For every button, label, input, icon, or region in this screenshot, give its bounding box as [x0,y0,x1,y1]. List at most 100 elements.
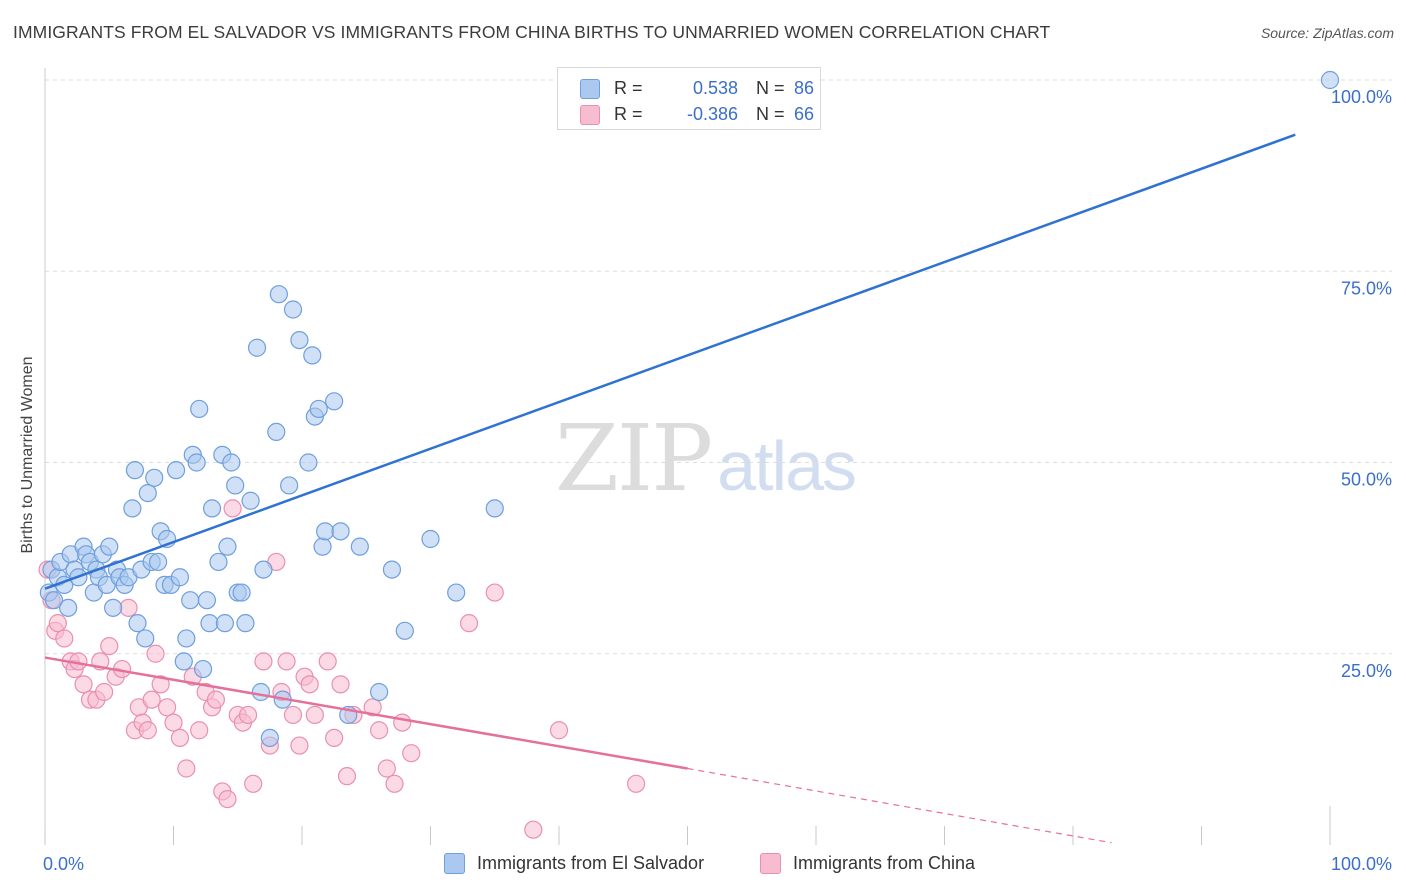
data-point [267,422,286,441]
data-point [283,705,303,725]
data-point [238,705,258,725]
data-point [277,652,296,671]
data-point [626,774,646,793]
data-point [174,652,193,671]
data-point [269,285,288,304]
data-point [447,583,466,602]
x-tick-label: 100.0% [1331,854,1392,874]
data-point [377,759,396,778]
stats-r-label: R = [614,104,643,124]
data-point [148,552,168,572]
legend-label: Immigrants from China [793,853,976,873]
data-point [170,568,190,587]
data-point [100,636,119,656]
data-point [325,392,344,411]
trend-line-el-salvador [44,133,1296,590]
data-point [95,682,114,702]
stats-r-label: R = [614,78,643,98]
data-point [177,759,196,778]
data-point [300,675,319,694]
tick-labels: 25.0% 50.0% 75.0% 100.0% 0.0% 100.0% [43,87,1392,874]
data-point [123,499,142,518]
data-point [202,499,222,518]
stats-n-value: 66 [794,104,815,124]
y-tick-label: 75.0% [1341,278,1392,298]
data-point [200,614,219,633]
data-point [260,728,279,748]
data-point [59,598,78,617]
data-point [316,522,335,541]
data-point [280,476,299,495]
data-point [190,399,209,419]
data-point [206,690,226,709]
data-point [181,591,200,610]
data-point [337,767,357,786]
data-point [254,560,273,579]
data-point [187,453,206,472]
y-tick-label: 100.0% [1331,87,1392,107]
data-point [290,736,309,755]
data-point [305,705,324,725]
data-point [549,721,569,740]
data-point [222,453,241,472]
data-point [157,698,177,717]
data-point [247,338,267,357]
stats-box: R = 0.538 N = 86 R = -0.386 N = 66 [557,67,821,130]
watermark-atlas: atlas [717,427,857,505]
data-point [395,621,414,640]
data-point [218,789,237,809]
data-point [236,614,255,633]
data-point [241,491,260,510]
data-point [290,331,309,350]
data-point [100,537,119,556]
data-point [104,598,123,617]
data-point [393,713,412,732]
data-point [370,721,389,740]
chart-title: IMMIGRANTS FROM EL SALVADOR VS IMMIGRANT… [13,22,1051,42]
trend-line-china [44,656,688,770]
data-point [142,690,161,709]
data-point [190,721,209,740]
y-tick-label: 25.0% [1341,661,1392,681]
data-point [331,522,350,541]
data-point [313,537,332,556]
data-point [197,591,217,610]
stats-n-value: 86 [794,78,815,98]
data-point [138,484,157,503]
data-point [226,476,245,495]
data-point [251,682,270,702]
data-point [218,537,237,556]
el-salvador-points [39,70,1340,748]
data-point [459,614,479,633]
legend-label: Immigrants from El Salvador [477,853,705,873]
data-point [166,461,186,480]
data-point [128,614,147,633]
data-point [44,591,64,610]
data-point [74,675,93,694]
data-point [254,652,273,671]
stats-r-value: 0.538 [692,78,738,98]
data-point [318,652,337,671]
trend-lines [44,133,1296,844]
watermark: ZIPatlas [555,405,857,512]
data-point [370,682,389,702]
stats-swatch-pink [580,105,600,125]
data-point [1320,70,1340,90]
data-point [136,629,155,648]
stats-n-label: N = [756,78,785,98]
data-point [146,644,165,663]
trend-line-china-extension [687,767,1112,844]
axes [44,68,1331,845]
data-point [421,529,440,549]
data-point [283,300,303,319]
data-point [48,614,67,633]
watermark-zip: ZIP [555,405,713,512]
stats-n-label: N = [756,104,785,124]
data-point [138,721,157,740]
data-point [223,499,242,518]
data-point [177,629,196,648]
data-point [55,629,74,648]
data-point [524,820,543,839]
data-point [125,461,145,480]
